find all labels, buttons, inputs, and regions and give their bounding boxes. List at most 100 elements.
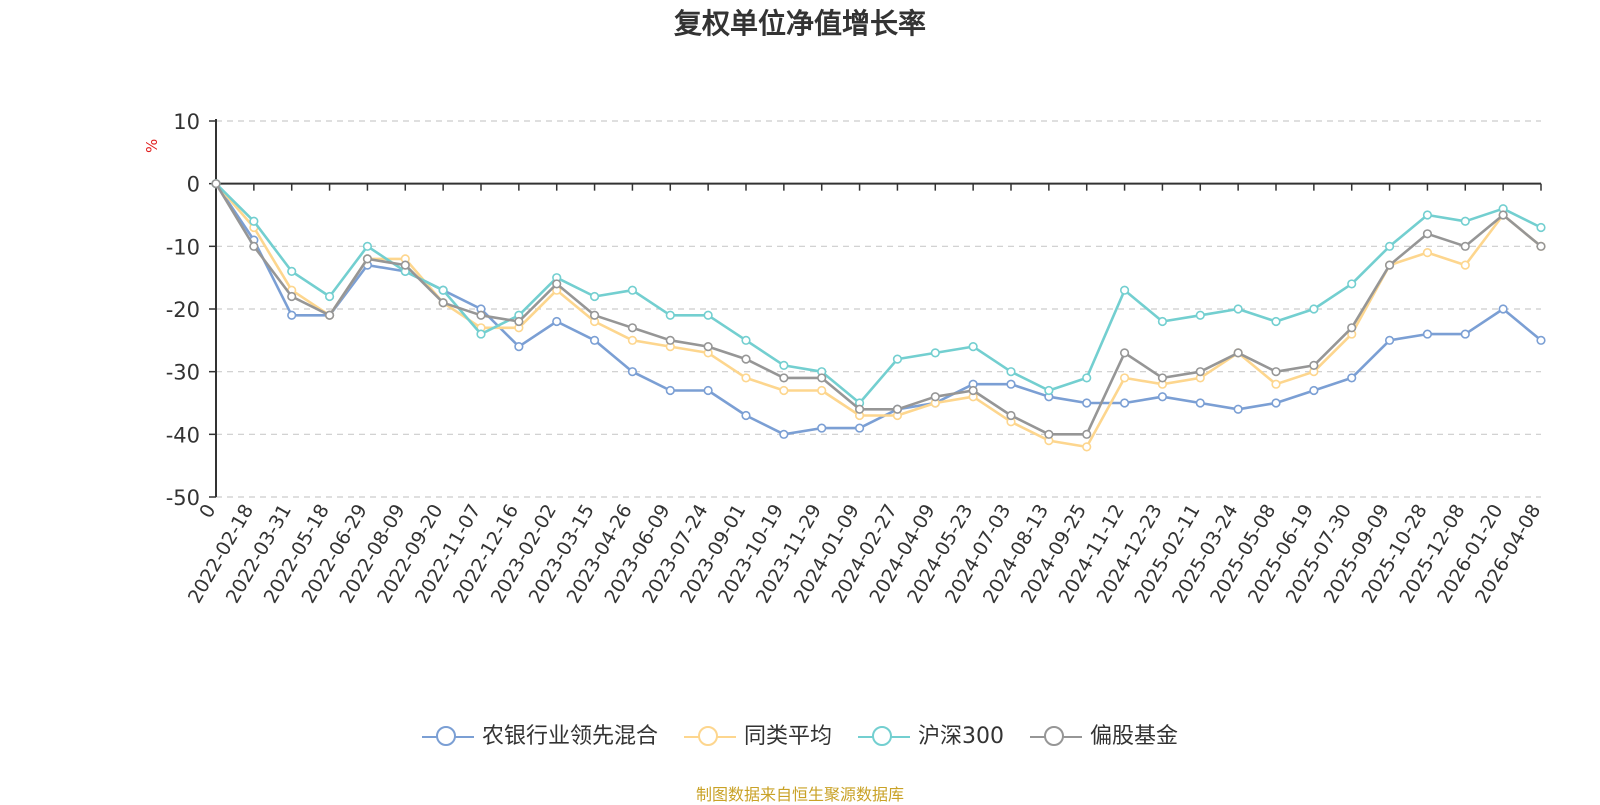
y-tick-label: -20 <box>166 298 200 322</box>
data-point-series-3 <box>854 404 865 414</box>
data-point-series-3 <box>1006 410 1016 421</box>
data-point-series-0 <box>1157 392 1168 402</box>
data-point-series-3 <box>665 335 675 345</box>
data-point-series-2 <box>703 310 713 320</box>
series-line-3 <box>214 182 1543 436</box>
data-point-series-2 <box>1536 222 1546 233</box>
data-point-series-0 <box>287 310 297 320</box>
data-point-series-3 <box>1498 210 1508 220</box>
x-tick-label: 0 <box>195 501 220 522</box>
chart-title: 复权单位净值增长率 <box>673 7 926 40</box>
data-point-series-3 <box>627 323 638 333</box>
data-point-series-1 <box>817 385 827 396</box>
data-point-series-3 <box>1309 360 1319 371</box>
data-point-series-0 <box>1347 373 1357 383</box>
data-point-series-2 <box>362 241 373 251</box>
data-point-series-2 <box>589 291 600 302</box>
data-point-series-3 <box>287 291 297 302</box>
data-point-series-1 <box>741 373 751 383</box>
y-tick-label: -30 <box>166 361 200 385</box>
data-point-series-3 <box>1347 323 1357 333</box>
data-point-series-2 <box>1422 210 1433 220</box>
data-point-series-2 <box>438 285 448 295</box>
data-point-series-2 <box>665 310 675 320</box>
data-point-series-3 <box>779 373 789 383</box>
data-point-series-2 <box>287 266 297 277</box>
legend-item-equity-fund[interactable]: 偏股基金 <box>1030 722 1178 752</box>
data-point-series-2 <box>1271 316 1281 327</box>
y-tick-label: -50 <box>166 486 200 510</box>
data-point-series-0 <box>1271 398 1281 408</box>
y-tick-label: -40 <box>166 423 200 447</box>
data-point-series-0 <box>1384 335 1395 345</box>
data-point-series-3 <box>362 254 373 264</box>
data-point-series-2 <box>1347 279 1357 289</box>
data-point-series-3 <box>1536 241 1546 251</box>
data-point-series-2 <box>1233 304 1243 314</box>
data-point-series-3 <box>1384 260 1395 270</box>
data-point-series-2 <box>1384 241 1395 251</box>
legend-equity-fund-marker <box>1030 722 1082 752</box>
legend-item-peer-average[interactable]: 同类平均 <box>683 722 832 752</box>
data-point-series-3 <box>741 354 751 364</box>
data-point-series-2 <box>1119 285 1130 295</box>
data-point-series-3 <box>400 260 410 270</box>
data-point-series-1 <box>627 335 638 345</box>
data-point-series-3 <box>1271 367 1281 377</box>
data-point-series-3 <box>1119 348 1130 358</box>
y-tick-label: 0 <box>187 173 200 197</box>
data-point-series-3 <box>1460 241 1470 251</box>
data-point-series-3 <box>514 316 524 327</box>
data-point-series-2 <box>249 216 259 226</box>
data-point-series-2 <box>892 354 903 364</box>
data-point-series-0 <box>1309 385 1319 396</box>
data-point-series-2 <box>1157 316 1168 327</box>
legend-item-fund[interactable]: 农银行业领先混合 <box>421 722 658 752</box>
data-point-series-0 <box>1119 398 1130 408</box>
data-point-series-3 <box>892 404 903 414</box>
series-line-2 <box>214 182 1543 405</box>
data-point-series-3 <box>211 179 221 189</box>
data-point-series-2 <box>1082 373 1092 383</box>
data-point-series-0 <box>854 423 865 433</box>
data-point-series-2 <box>1195 310 1205 320</box>
legend-csi300-label: 沪深300 <box>918 724 1004 749</box>
data-point-series-1 <box>1271 379 1281 389</box>
data-point-series-3 <box>438 298 448 308</box>
data-point-series-3 <box>552 279 562 289</box>
data-point-series-0 <box>817 423 827 433</box>
data-point-series-3 <box>589 310 600 320</box>
chart-legend: 农银行业领先混合 同类平均 沪深300 偏股基金 <box>0 722 1600 752</box>
data-point-series-0 <box>1498 304 1508 314</box>
data-point-series-2 <box>968 342 978 352</box>
data-point-series-3 <box>1422 229 1433 239</box>
data-point-series-1 <box>1460 260 1470 270</box>
data-point-series-0 <box>1006 379 1016 389</box>
data-point-series-2 <box>1006 367 1016 377</box>
legend-fund-marker <box>421 722 474 752</box>
data-point-series-2 <box>779 360 789 371</box>
data-point-series-0 <box>589 335 600 345</box>
data-point-series-3 <box>1233 348 1243 358</box>
legend-peer-average-marker <box>683 722 736 752</box>
data-point-series-0 <box>703 385 713 396</box>
data-point-series-2 <box>1044 385 1054 396</box>
legend-equity-fund-label: 偏股基金 <box>1090 724 1179 749</box>
data-point-series-1 <box>1082 442 1092 452</box>
data-point-series-3 <box>930 392 940 402</box>
data-point-series-2 <box>627 285 638 295</box>
data-point-series-0 <box>1422 329 1433 339</box>
data-point-series-0 <box>1195 398 1205 408</box>
line-chart: 100-10-20-30-40-5002022-02-182022-03-312… <box>166 110 1546 607</box>
legend-peer-average-label: 同类平均 <box>743 724 832 749</box>
data-point-series-3 <box>817 373 827 383</box>
data-point-series-1 <box>1119 373 1130 383</box>
data-point-series-2 <box>1309 304 1319 314</box>
data-point-series-1 <box>1422 248 1433 258</box>
data-point-series-1 <box>779 385 789 396</box>
data-point-series-0 <box>665 385 675 396</box>
legend-csi300-marker <box>858 722 910 752</box>
data-point-series-0 <box>1082 398 1092 408</box>
legend-item-csi300[interactable]: 沪深300 <box>858 722 1004 752</box>
data-point-series-2 <box>324 291 335 302</box>
